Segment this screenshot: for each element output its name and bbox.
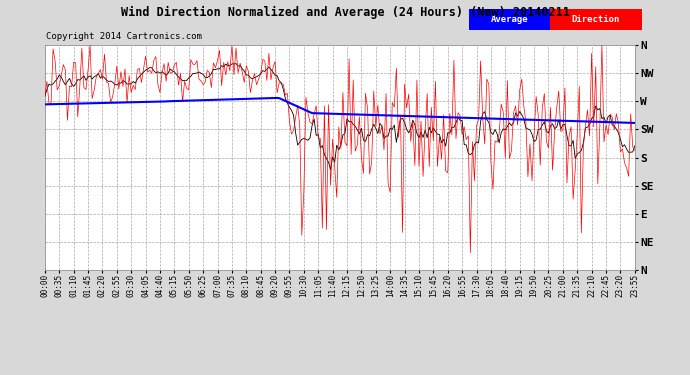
Bar: [551, 9, 642, 30]
Text: Average: Average: [491, 15, 529, 24]
Text: Copyright 2014 Cartronics.com: Copyright 2014 Cartronics.com: [46, 32, 202, 41]
Text: Direction: Direction: [572, 15, 620, 24]
Bar: [469, 9, 551, 30]
Text: Wind Direction Normalized and Average (24 Hours) (New) 20140211: Wind Direction Normalized and Average (2…: [121, 6, 569, 19]
